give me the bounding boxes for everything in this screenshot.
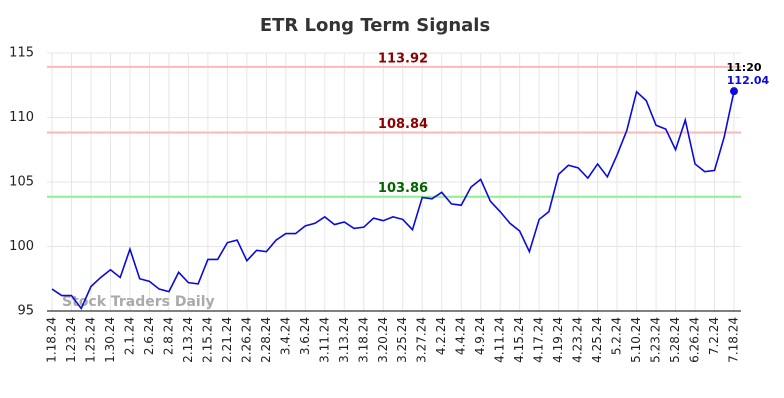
level-label: 103.86 bbox=[378, 181, 428, 196]
x-tick-label: 2.28.24 bbox=[259, 317, 273, 363]
watermark: Stock Traders Daily bbox=[62, 294, 215, 310]
x-tick-label: 2.13.24 bbox=[181, 317, 195, 363]
level-label: 113.92 bbox=[378, 51, 428, 66]
y-tick-label: 95 bbox=[17, 304, 34, 319]
x-tick-label: 6.26.24 bbox=[688, 317, 702, 363]
x-tick-label: 7.2.24 bbox=[707, 317, 721, 355]
x-tick-label: 5.2.24 bbox=[610, 317, 624, 355]
x-tick-label: 1.30.24 bbox=[103, 317, 117, 363]
x-tick-label: 2.8.24 bbox=[161, 317, 175, 355]
x-tick-label: 1.18.24 bbox=[45, 317, 59, 363]
x-tick-label: 3.6.24 bbox=[298, 317, 312, 355]
x-tick-label: 4.9.24 bbox=[473, 317, 487, 355]
x-tick-label: 3.11.24 bbox=[317, 317, 331, 363]
price-line bbox=[51, 90, 735, 310]
level-label: 108.84 bbox=[378, 117, 428, 132]
x-tick-label: 3.13.24 bbox=[337, 317, 351, 363]
y-tick-label: 110 bbox=[9, 110, 34, 125]
last-value-label: 112.04 bbox=[727, 74, 770, 87]
x-tick-label: 3.18.24 bbox=[356, 317, 370, 363]
y-tick-label: 105 bbox=[9, 175, 34, 190]
x-tick-label: 3.4.24 bbox=[278, 317, 292, 355]
x-tick-label: 4.19.24 bbox=[551, 317, 565, 363]
x-tick-label: 4.23.24 bbox=[571, 317, 585, 363]
x-tick-label: 4.25.24 bbox=[590, 317, 604, 363]
chart-title: ETR Long Term Signals bbox=[260, 15, 490, 36]
x-tick-label: 7.18.24 bbox=[727, 317, 741, 363]
x-tick-label: 4.15.24 bbox=[512, 317, 526, 363]
x-tick-label: 3.27.24 bbox=[415, 317, 429, 363]
time-label: 11:20 bbox=[726, 61, 761, 74]
x-tick-label: 3.20.24 bbox=[376, 317, 390, 363]
x-tick-label: 2.21.24 bbox=[220, 317, 234, 363]
x-tick-label: 5.23.24 bbox=[649, 317, 663, 363]
y-tick-label: 100 bbox=[9, 239, 34, 254]
x-tick-label: 1.23.24 bbox=[64, 317, 78, 363]
last-point bbox=[730, 87, 738, 96]
x-tick-label: 3.25.24 bbox=[395, 317, 409, 363]
x-tick-label: 2.1.24 bbox=[122, 317, 136, 355]
x-tick-label: 5.10.24 bbox=[629, 317, 643, 363]
x-tick-label: 4.2.24 bbox=[434, 317, 448, 355]
x-tick-label: 4.17.24 bbox=[532, 317, 546, 363]
x-tick-label: 1.25.24 bbox=[83, 317, 97, 363]
y-tick-label: 115 bbox=[9, 46, 34, 61]
x-tick-label: 4.4.24 bbox=[454, 317, 468, 355]
x-tick-label: 4.11.24 bbox=[493, 317, 507, 363]
x-tick-label: 2.15.24 bbox=[200, 317, 214, 363]
x-tick-label: 2.6.24 bbox=[142, 317, 156, 355]
x-tick-label: 5.28.24 bbox=[668, 317, 682, 363]
x-tick-label: 2.26.24 bbox=[239, 317, 253, 363]
